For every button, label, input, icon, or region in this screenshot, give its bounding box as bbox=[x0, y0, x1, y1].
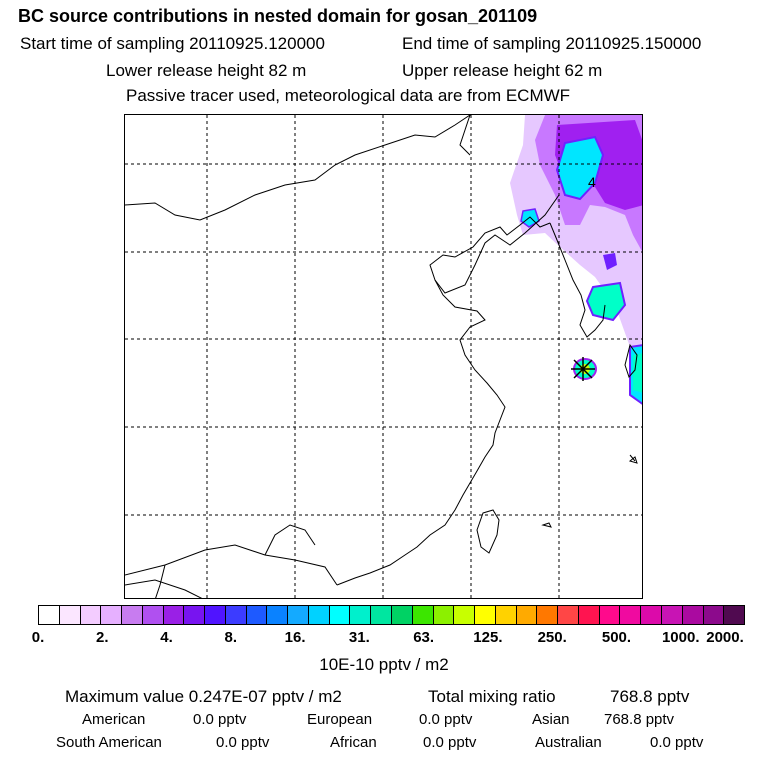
australian-value: 0.0 pptv bbox=[650, 734, 704, 751]
colorbar-swatch bbox=[412, 606, 434, 624]
bohai-coast bbox=[429, 194, 560, 294]
colorbar-swatch bbox=[475, 606, 496, 624]
colorbar-swatch bbox=[163, 606, 185, 624]
colorbar-tick-label: 16. bbox=[284, 629, 306, 646]
australian-label: Australian bbox=[535, 734, 602, 751]
plume-south-edge bbox=[633, 353, 642, 393]
colorbar-tick-label: 0. bbox=[31, 629, 45, 646]
colorbar-swatch bbox=[454, 606, 476, 624]
colorbar-swatch bbox=[329, 606, 351, 624]
colorbar-tick-label: 125. bbox=[473, 629, 503, 646]
colorbar-swatch bbox=[537, 606, 559, 624]
colorbar-swatch bbox=[225, 606, 247, 624]
colorbar-unit: 10E-10 pptv / m2 bbox=[319, 655, 449, 674]
upper-release-height: Upper release height 62 m bbox=[402, 61, 603, 80]
colorbar-tick-label: 63. bbox=[413, 629, 435, 646]
tracer-note: Passive tracer used, meteorological data… bbox=[126, 86, 571, 105]
colorbar-swatch bbox=[80, 606, 102, 624]
map-panel: 4 bbox=[124, 114, 643, 599]
colorbar-swatch bbox=[39, 606, 60, 624]
total-mixing-value: 768.8 pptv bbox=[610, 687, 690, 706]
plume-west-spot bbox=[520, 208, 540, 228]
colorbar-tick-label: 1000. bbox=[661, 629, 700, 646]
colorbar-tick-label: 2. bbox=[96, 629, 109, 646]
colorbar-swatch bbox=[288, 606, 309, 624]
european-value: 0.0 pptv bbox=[419, 711, 473, 728]
european-label: European bbox=[307, 711, 373, 728]
colorbar-swatch bbox=[433, 606, 455, 624]
colorbar bbox=[38, 605, 745, 625]
south-american-value: 0.0 pptv bbox=[216, 734, 270, 751]
ryukyu-2 bbox=[541, 522, 552, 528]
inner-border-1 bbox=[264, 524, 316, 556]
colorbar-swatch bbox=[205, 606, 226, 624]
taiwan bbox=[476, 509, 500, 554]
american-label: American bbox=[82, 711, 146, 728]
colorbar-swatch bbox=[558, 606, 579, 624]
colorbar-swatch bbox=[59, 606, 81, 624]
korea-coast bbox=[549, 222, 606, 338]
ryukyu-3 bbox=[629, 454, 636, 462]
end-time: End time of sampling 20110925.150000 bbox=[402, 34, 702, 53]
asian-value: 768.8 pptv bbox=[604, 711, 675, 728]
african-label: African bbox=[330, 734, 377, 751]
inner-border-2 bbox=[155, 564, 166, 598]
american-value: 0.0 pptv bbox=[193, 711, 247, 728]
yunnan-border bbox=[125, 579, 203, 598]
graticule bbox=[125, 115, 642, 598]
china-russia-border bbox=[459, 115, 471, 156]
colorbar-swatch bbox=[724, 606, 745, 624]
plot-title: BC source contributions in nested domain… bbox=[18, 6, 538, 26]
colorbar-swatch bbox=[184, 606, 206, 624]
japan-kyushu bbox=[624, 343, 638, 378]
colorbar-swatch bbox=[703, 606, 725, 624]
china-south-boundary bbox=[125, 544, 338, 586]
colorbar-swatch bbox=[392, 606, 413, 624]
colorbar-swatch bbox=[101, 606, 123, 624]
map-svg: 4 bbox=[125, 115, 642, 598]
plume-cyan-mid bbox=[585, 281, 627, 322]
asian-label: Asian bbox=[532, 711, 570, 728]
colorbar-swatch bbox=[495, 606, 517, 624]
plume-korea-spot bbox=[603, 253, 617, 270]
colorbar-swatch bbox=[308, 606, 330, 624]
colorbar-swatch bbox=[578, 606, 600, 624]
colorbar-swatch bbox=[682, 606, 704, 624]
colorbar-swatch bbox=[620, 606, 642, 624]
plume-cyan-north bbox=[555, 135, 605, 201]
colorbar-tick-label: 250. bbox=[537, 629, 567, 646]
colorbar-swatch bbox=[142, 606, 164, 624]
colorbar-tick-label: 4. bbox=[160, 629, 173, 646]
lower-release-height: Lower release height 82 m bbox=[106, 61, 307, 80]
south-american-label: South American bbox=[56, 734, 162, 751]
colorbar-tick-label: 31. bbox=[348, 629, 370, 646]
coastlines bbox=[125, 115, 638, 598]
shandong-coast bbox=[336, 279, 506, 586]
start-time: Start time of sampling 20110925.120000 bbox=[20, 34, 325, 53]
colorbar-swatch bbox=[350, 606, 372, 624]
colorbar-swatch bbox=[267, 606, 289, 624]
colorbar-swatch bbox=[599, 606, 621, 624]
total-mixing-label: Total mixing ratio bbox=[428, 687, 556, 706]
mongolia-china-border bbox=[125, 115, 471, 221]
colorbar-tick-label: 8. bbox=[224, 629, 238, 646]
tracer-plume bbox=[510, 115, 642, 405]
colorbar-swatch bbox=[246, 606, 268, 624]
ryukyu-1 bbox=[628, 456, 638, 464]
colorbar-swatch bbox=[516, 606, 538, 624]
contour-label: 4 bbox=[588, 174, 596, 190]
colorbar-tick-label: 2000. bbox=[706, 629, 744, 646]
colorbar-swatch bbox=[641, 606, 662, 624]
colorbar-swatch bbox=[122, 606, 143, 624]
colorbar-swatch bbox=[371, 606, 393, 624]
receptor-asterisk-icon bbox=[571, 357, 595, 381]
african-value: 0.0 pptv bbox=[423, 734, 477, 751]
colorbar-tick-label: 500. bbox=[601, 629, 632, 646]
maximum-value: Maximum value 0.247E-07 pptv / m2 bbox=[65, 687, 342, 706]
colorbar-swatch bbox=[661, 606, 683, 624]
